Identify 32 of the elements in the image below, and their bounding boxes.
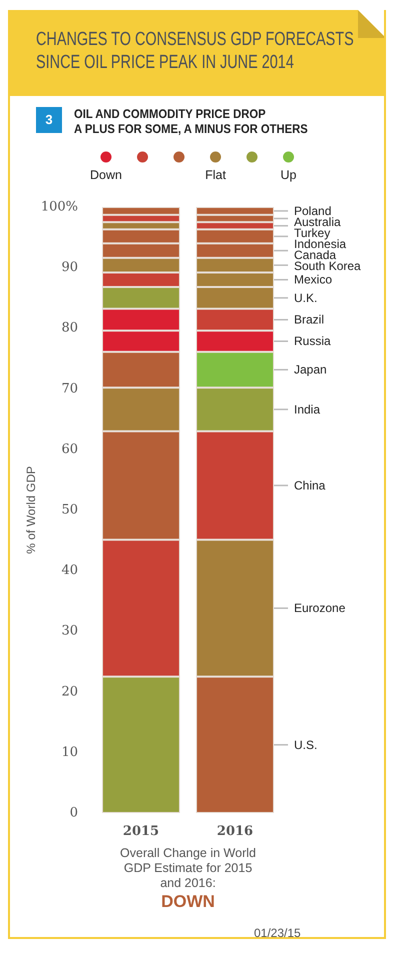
series-label: China — [294, 478, 326, 492]
x-tick-label: 2016 — [216, 824, 254, 839]
y-tick-label: 50 — [61, 502, 78, 518]
series-label: U.S. — [294, 738, 318, 752]
text: Up — [280, 168, 296, 182]
series-label: U.K. — [294, 290, 318, 305]
text: Flat — [205, 168, 226, 182]
text: Down — [90, 168, 122, 182]
chart-subtitle: OIL AND COMMODITY PRICE DROP A PLUS FOR SOME, A MINUS FOR OTHERS — [74, 107, 308, 137]
y-tick-label: 40 — [61, 563, 78, 578]
chart-title: CHANGES TO CONSENSUS GDP FORECASTS SINCE OIL PRICE PEAK IN JUNE 2014 — [36, 28, 354, 74]
y-axis-title: % of World GDP — [24, 466, 38, 554]
y-tick-label: 30 — [61, 624, 78, 639]
x-tick-label: 2015 — [122, 824, 160, 839]
y-tick-label: 90 — [61, 260, 78, 276]
y-tick-label: 100% — [40, 200, 78, 214]
series-label: Japan — [294, 362, 327, 377]
y-tick-label: 60 — [61, 442, 78, 457]
text: 01/23/15 — [254, 926, 301, 940]
y-tick-label: 0 — [70, 806, 78, 820]
y-tick-label: 20 — [61, 684, 78, 700]
y-tick-label: 70 — [61, 381, 78, 396]
series-label: India — [294, 402, 320, 416]
series-label: Brazil — [294, 312, 324, 327]
y-tick-label: 10 — [61, 744, 78, 760]
series-label: Eurozone — [294, 601, 346, 616]
series-label: Russia — [294, 334, 332, 348]
series-label: Mexico — [294, 272, 332, 287]
text: Overall Change in World GDP Estimate for 2015 and 2016: — [119, 846, 257, 891]
text: DOWN — [160, 892, 216, 912]
text: 3 — [36, 107, 62, 133]
y-tick-label: 80 — [61, 320, 78, 336]
